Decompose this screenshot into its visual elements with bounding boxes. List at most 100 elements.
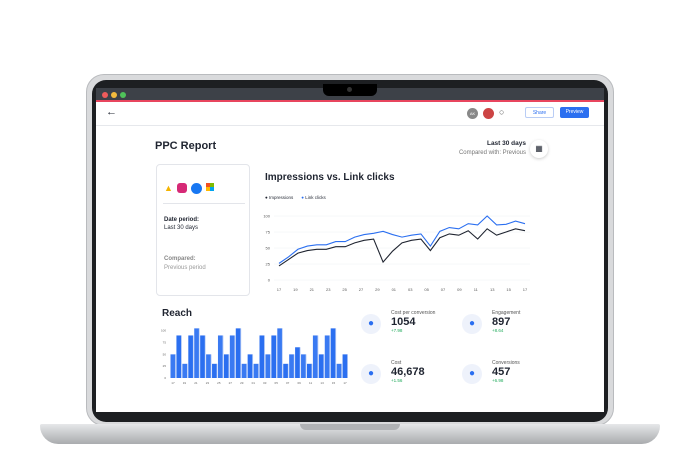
x-tick-label: 03 [263,381,267,385]
bar-edge [240,328,242,378]
x-tick-label: 29 [240,381,244,385]
bar [312,335,318,378]
calendar-icon[interactable]: ▦ [530,140,548,158]
legend-impressions: ● Impressions [265,195,294,200]
x-tick-label: 29 [375,287,380,292]
x-tick-label: 01 [392,287,397,292]
coins-stack-icon: ● [361,364,381,384]
x-tick-label: 11 [474,287,479,292]
laptop-base [40,424,660,444]
bar-edge [252,354,254,378]
facebook-icon [190,183,202,194]
x-tick-label: 01 [252,381,256,385]
back-arrow-icon[interactable]: ← [106,106,117,118]
series-link-clicks [278,215,526,264]
x-tick-label: 25 [342,287,347,292]
bar-edge [299,347,301,378]
bar [330,328,336,378]
maximize-dot[interactable] [120,92,126,98]
kpi-value: 457 [492,366,511,378]
y-tick-label: 0 [164,376,166,380]
person-icon: ● [462,364,482,384]
bar [265,354,271,378]
preview-button[interactable]: Preview [560,107,589,118]
bar [247,354,253,378]
x-tick-label: 23 [326,287,331,292]
bar [188,335,194,378]
microsoft-icon [205,183,214,191]
x-tick-label: 05 [275,381,279,385]
y-tick-label: 100 [161,329,166,333]
bar-edge [347,354,348,378]
user-avatar[interactable] [483,108,494,119]
bar [182,363,188,378]
avatar[interactable]: AK [467,108,478,119]
bar-edge [276,335,277,378]
person-coins-icon: ● [361,314,381,334]
y-tick-label: 25 [163,364,167,368]
bar [206,354,212,378]
bar [271,335,277,378]
x-tick-label: 07 [441,287,446,292]
kpi-value: 1054 [391,316,416,328]
x-tick-label: 19 [293,287,298,292]
legend: ● Impressions ● Link clicks [265,195,326,200]
bar-edge [293,354,295,378]
bar [194,328,200,378]
kpi-change: +7.98 [391,328,403,333]
browser-engagement-icon: ● [462,314,482,334]
bar-edge [228,354,230,378]
kpi-label: Cost per conversion [391,310,436,316]
bar [289,354,295,378]
y-tick-label: 100 [263,214,270,219]
bar [176,335,182,378]
bar [212,363,217,378]
bar [324,335,330,378]
bar [318,354,324,378]
kpi-change: +1.56 [391,378,403,383]
y-tick-label: 50 [163,352,167,356]
share-button[interactable]: Share [525,107,554,118]
kpi-label: Engagement [492,310,521,316]
kpi-label: Conversions [492,360,520,366]
bar-edge [305,354,307,378]
camera-icon [347,87,352,92]
comment-icon[interactable]: ○ [499,107,505,117]
bar-edge [222,335,224,378]
bar-edge [175,354,176,378]
x-tick-label: 21 [194,381,198,385]
close-dot[interactable] [102,92,108,98]
x-tick-label: 17 [171,381,175,385]
bar-edge [192,335,194,378]
x-tick-label: 15 [332,381,336,385]
bar-edge [323,354,325,378]
bar-edge [335,328,337,378]
x-tick-label: 05 [424,287,429,292]
x-tick-label: 23 [206,381,210,385]
compared-label: Compared: [164,256,196,262]
laptop-groove [300,424,400,430]
series-impressions [278,228,526,267]
bar [283,363,289,378]
bar [229,335,235,378]
bar-edge [317,335,319,378]
minimize-dot[interactable] [111,92,117,98]
x-tick-label: 17 [523,287,528,292]
y-tick-label: 50 [266,246,271,251]
x-tick-label: 09 [457,287,462,292]
x-tick-label: 25 [217,381,221,385]
bar-edge [204,335,206,378]
bar [306,363,312,378]
instagram-icon [176,183,187,193]
bar-edge [341,363,343,378]
bar-edge [264,335,265,378]
x-tick-label: 21 [310,287,315,292]
bar [301,354,306,378]
kpi-change: +8.64 [492,328,504,333]
app-header: ← AK ○ Share Preview [96,102,604,126]
legend-link-clicks: ● Link clicks [301,195,326,200]
bar-edge [270,354,271,378]
x-tick-label: 15 [506,287,511,292]
bar-edge [246,363,248,378]
bar-edge [234,335,236,378]
